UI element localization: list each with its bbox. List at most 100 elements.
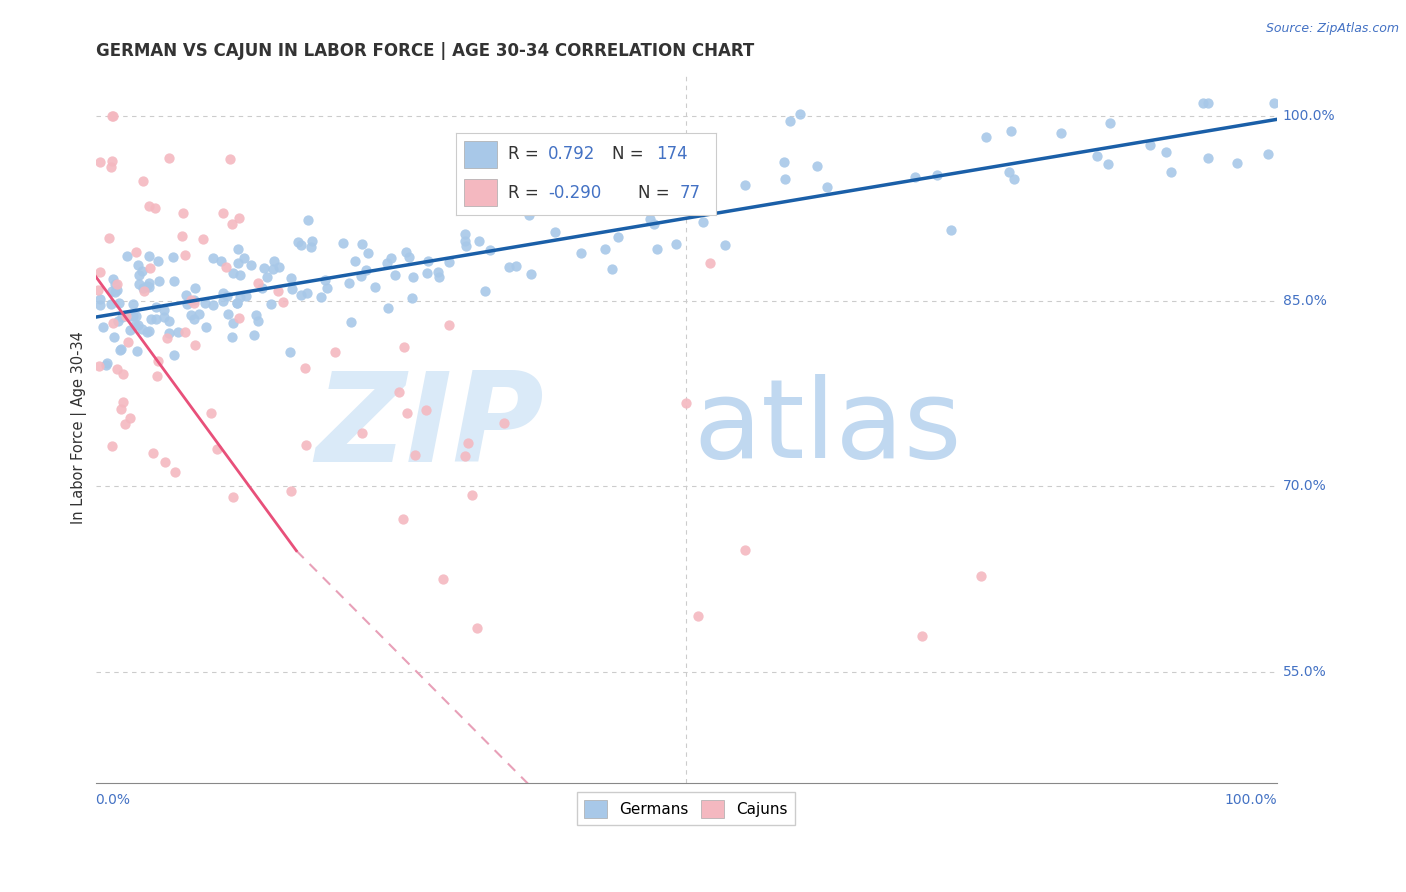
Point: [391, 512, 413, 526]
Point: [209, 253, 232, 268]
Point: [280, 282, 302, 296]
Point: [235, 289, 257, 303]
Point: [173, 325, 195, 339]
Point: [686, 609, 709, 624]
Point: [201, 298, 224, 312]
Point: [138, 199, 160, 213]
Point: [132, 284, 155, 298]
Point: [226, 295, 249, 310]
Point: [138, 325, 160, 339]
Point: [105, 362, 128, 376]
Point: [117, 334, 139, 349]
Point: [375, 256, 398, 270]
Point: [388, 385, 411, 400]
Point: [253, 260, 276, 275]
Point: [339, 315, 361, 329]
Point: [132, 174, 155, 188]
Point: [263, 253, 285, 268]
Point: [384, 268, 406, 282]
Point: [211, 206, 233, 220]
Point: [136, 325, 159, 339]
Point: [100, 439, 122, 453]
Point: [195, 320, 218, 334]
Point: [290, 288, 312, 302]
Point: [1263, 96, 1285, 111]
Point: [157, 314, 180, 328]
Point: [96, 356, 118, 370]
Point: [607, 230, 630, 244]
Point: [89, 265, 111, 279]
Point: [156, 331, 179, 345]
Point: [648, 152, 671, 166]
Point: [734, 178, 756, 193]
Point: [193, 232, 215, 246]
Point: [218, 152, 240, 166]
Point: [146, 354, 169, 368]
Point: [98, 231, 121, 245]
Point: [229, 268, 252, 283]
Point: [457, 435, 479, 450]
Text: 85.0%: 85.0%: [1282, 294, 1326, 308]
Point: [108, 295, 131, 310]
Text: Source: ZipAtlas.com: Source: ZipAtlas.com: [1265, 22, 1399, 36]
Point: [174, 248, 197, 262]
Point: [136, 279, 159, 293]
Point: [108, 343, 131, 358]
Point: [392, 340, 415, 354]
Point: [157, 151, 180, 165]
Point: [157, 326, 180, 341]
Point: [1197, 96, 1219, 111]
Point: [146, 254, 169, 268]
Point: [221, 217, 243, 231]
Point: [138, 276, 160, 290]
Point: [699, 256, 721, 270]
Text: 100.0%: 100.0%: [1282, 109, 1336, 123]
Point: [467, 234, 489, 248]
Point: [772, 154, 794, 169]
Point: [734, 542, 756, 557]
Point: [267, 284, 290, 298]
Point: [142, 445, 165, 459]
Point: [153, 455, 176, 469]
Point: [125, 343, 148, 358]
Point: [775, 172, 797, 186]
Point: [200, 406, 222, 420]
Point: [165, 465, 187, 479]
Point: [172, 206, 194, 220]
Point: [162, 348, 184, 362]
Point: [427, 269, 450, 284]
Point: [128, 268, 150, 282]
Point: [454, 227, 477, 241]
Point: [600, 261, 623, 276]
Point: [221, 330, 243, 344]
Point: [246, 276, 269, 290]
Point: [478, 243, 501, 257]
Point: [415, 403, 437, 417]
Point: [1098, 116, 1121, 130]
Point: [416, 266, 439, 280]
Point: [153, 310, 176, 324]
Text: 55.0%: 55.0%: [1282, 665, 1326, 679]
Point: [131, 264, 153, 278]
Point: [927, 169, 949, 183]
Point: [456, 239, 478, 253]
Point: [183, 296, 205, 310]
Point: [323, 345, 346, 359]
Point: [183, 312, 205, 326]
Point: [692, 215, 714, 229]
Point: [911, 629, 934, 643]
Point: [247, 314, 270, 328]
Point: [569, 246, 592, 260]
Point: [1097, 157, 1119, 171]
Point: [101, 316, 124, 330]
Point: [278, 345, 301, 359]
Text: 70.0%: 70.0%: [1282, 479, 1326, 493]
Point: [89, 292, 111, 306]
Point: [395, 245, 418, 260]
Point: [103, 272, 125, 286]
Point: [100, 153, 122, 168]
Point: [314, 273, 336, 287]
Point: [280, 483, 302, 498]
Point: [170, 228, 193, 243]
Point: [517, 208, 540, 222]
